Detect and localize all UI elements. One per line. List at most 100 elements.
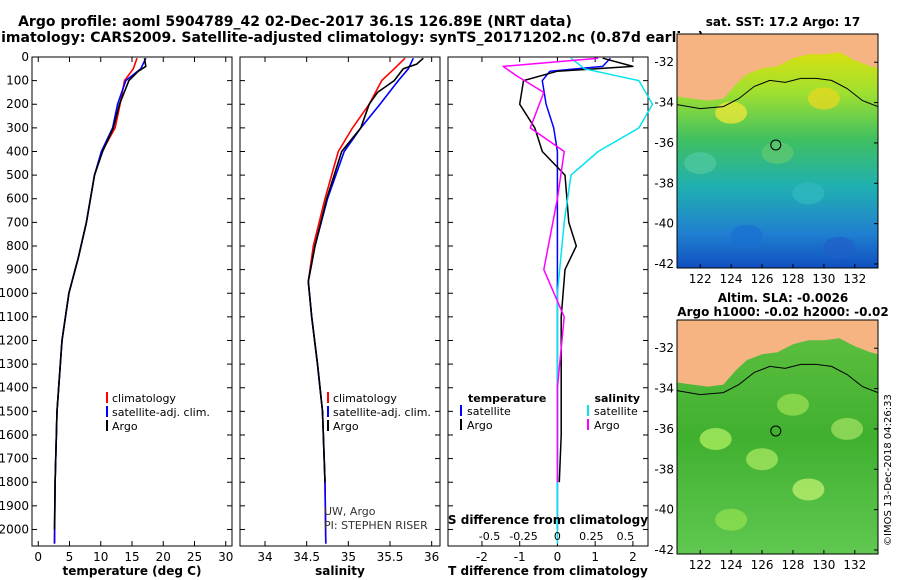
x-tick-label: 1 bbox=[591, 550, 599, 564]
lon-tick-label: 122 bbox=[689, 272, 712, 286]
pi-annotation: PI: STEPHEN RISER bbox=[324, 519, 428, 532]
legend-title-salinity: salinity bbox=[594, 392, 640, 405]
pi-annotation: UW, Argo bbox=[324, 505, 376, 518]
x-tick-label: 0 bbox=[554, 550, 562, 564]
lon-tick-label: 132 bbox=[843, 272, 866, 286]
series-argo bbox=[307, 57, 424, 483]
imos-credit: ©IMOS 13-Dec-2018 04:26:33 bbox=[883, 394, 894, 546]
legend-label: Argo bbox=[467, 419, 493, 432]
legend-label: satellite-adj. clim. bbox=[112, 406, 210, 419]
lat-tick-label: -32 bbox=[654, 341, 674, 355]
x-tick-label: -1 bbox=[514, 550, 526, 564]
y-tick-label: 900 bbox=[6, 263, 29, 277]
sla-map-subtitle: Argo h1000: -0.02 h2000: -0.02 bbox=[677, 305, 888, 319]
y-tick-label: 400 bbox=[6, 144, 29, 158]
s-tick-label: 0.5 bbox=[617, 530, 635, 543]
lat-tick-label: -32 bbox=[654, 55, 674, 69]
lat-tick-label: -36 bbox=[654, 422, 674, 436]
x-tick-label: 0 bbox=[34, 550, 42, 564]
s-tick-label: 0.25 bbox=[579, 530, 604, 543]
field-blob bbox=[823, 236, 856, 259]
legend-label: Argo bbox=[112, 420, 138, 433]
y-tick-label: 500 bbox=[6, 168, 29, 182]
temperature-profile-frame bbox=[31, 56, 233, 547]
x-tick-label: 15 bbox=[124, 550, 139, 564]
lat-tick-label: -38 bbox=[654, 462, 674, 476]
difference-profile-frame bbox=[447, 56, 649, 547]
field-blob bbox=[807, 87, 840, 110]
lat-tick-label: -36 bbox=[654, 136, 674, 150]
y-tick-label: 2000 bbox=[0, 522, 29, 536]
field-blob bbox=[684, 152, 717, 175]
lon-tick-label: 122 bbox=[689, 558, 712, 572]
x-tick-label: 35.5 bbox=[377, 550, 404, 564]
y-tick-label: 800 bbox=[6, 239, 29, 253]
temperature-profile-panel: 0 5 10 15 20 25 300100200300400500600700800900… bbox=[0, 50, 233, 578]
difference-profile-panel: -2 -1 0 1 2 -0.5 -0.25 0 0.25 0.5 S difference fro… bbox=[447, 56, 654, 578]
sst-map-title: sat. SST: 17.2 Argo: 17 bbox=[706, 15, 860, 29]
lat-tick-label: -40 bbox=[654, 217, 674, 231]
x-tick-label: 20 bbox=[156, 550, 171, 564]
lon-tick-label: 128 bbox=[782, 558, 805, 572]
field-blob bbox=[792, 182, 825, 205]
x-axis-label: temperature (deg C) bbox=[63, 564, 202, 578]
x-tick-label: 34.5 bbox=[293, 550, 320, 564]
lat-tick-label: -38 bbox=[654, 176, 674, 190]
lat-tick-label: -34 bbox=[654, 382, 674, 396]
legend-label: climatology bbox=[333, 392, 397, 405]
sst-map-field bbox=[677, 34, 878, 268]
x-tick-label: 36 bbox=[424, 550, 439, 564]
s-tick-label: -0.5 bbox=[479, 530, 500, 543]
y-tick-label: 300 bbox=[6, 121, 29, 135]
y-tick-label: 1500 bbox=[0, 404, 29, 418]
legend-label: Argo bbox=[333, 420, 359, 433]
lat-tick-label: -42 bbox=[654, 543, 674, 557]
y-tick-label: 1400 bbox=[0, 381, 29, 395]
series-argo bbox=[53, 58, 147, 530]
lon-tick-label: 128 bbox=[782, 272, 805, 286]
lon-tick-label: 126 bbox=[751, 558, 774, 572]
y-tick-label: 1600 bbox=[0, 428, 29, 442]
map-frame bbox=[676, 33, 879, 269]
lon-tick-label: 124 bbox=[720, 558, 743, 572]
y-tick-label: 1900 bbox=[0, 499, 29, 513]
map-frame bbox=[676, 319, 879, 555]
s-tick-label: -0.25 bbox=[509, 530, 537, 543]
y-tick-label: 1800 bbox=[0, 475, 29, 489]
land-mass bbox=[677, 320, 878, 387]
series-s-satellite bbox=[556, 57, 654, 544]
lon-tick-label: 130 bbox=[812, 558, 835, 572]
sla-map-field bbox=[677, 320, 878, 554]
legend-label: satellite bbox=[467, 405, 511, 418]
x-axis-label: salinity bbox=[315, 564, 365, 578]
y-tick-label: 700 bbox=[6, 215, 29, 229]
s-axis-label: S difference from climatology bbox=[448, 513, 648, 527]
land-mass bbox=[677, 34, 878, 101]
x-tick-label: 35 bbox=[341, 550, 356, 564]
x-tick-label: 2 bbox=[629, 550, 637, 564]
depth-contour bbox=[677, 77, 878, 110]
field-blob bbox=[699, 428, 732, 451]
field-blob bbox=[792, 478, 825, 501]
field-blob bbox=[761, 142, 794, 165]
series-s-argo bbox=[502, 57, 599, 483]
x-tick-label: 25 bbox=[187, 550, 202, 564]
s-tick-label: 0 bbox=[554, 530, 561, 543]
field-blob bbox=[746, 448, 779, 471]
float-position-marker bbox=[770, 425, 782, 437]
x-tick-label: 10 bbox=[93, 550, 108, 564]
float-position-marker bbox=[770, 139, 782, 151]
t-axis-label: T difference from climatology bbox=[448, 564, 648, 578]
lon-tick-label: 130 bbox=[812, 272, 835, 286]
depth-contour bbox=[677, 363, 878, 396]
sla-map: 122 124 126 128 130 132 -32 -34 -36 -38 -40 -42 bbox=[654, 319, 879, 572]
y-tick-label: 100 bbox=[6, 74, 29, 88]
lat-tick-label: -34 bbox=[654, 96, 674, 110]
legend-label: satellite-adj. clim. bbox=[333, 406, 431, 419]
field-blob bbox=[715, 101, 748, 124]
field-blob bbox=[776, 393, 809, 416]
lat-tick-label: -40 bbox=[654, 503, 674, 517]
sla-map-title: Altim. SLA: -0.0026 bbox=[718, 291, 849, 305]
y-tick-label: 1000 bbox=[0, 286, 29, 300]
y-tick-label: 1100 bbox=[0, 310, 29, 324]
